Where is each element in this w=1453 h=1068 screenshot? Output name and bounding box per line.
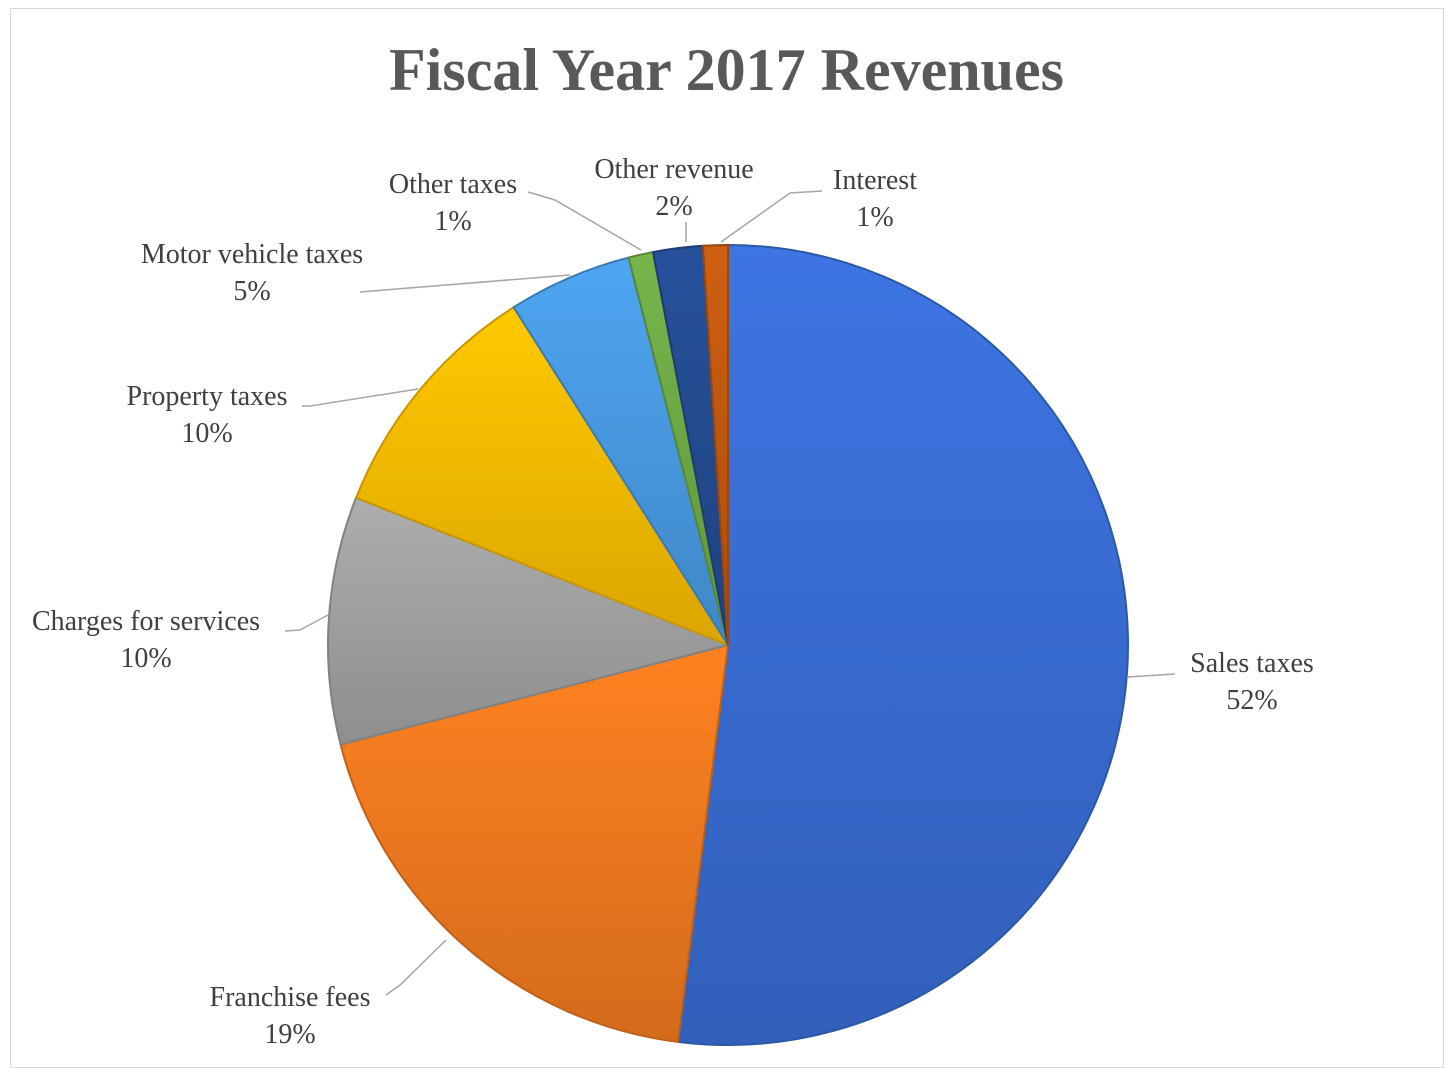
leader-line-motor-vehicle-taxes	[359, 274, 571, 293]
slice-label-franchise-fees: Franchise fees 19%	[210, 982, 371, 1050]
slice-labels: Sales taxes 52% Franchise fees 19% Charges f…	[32, 154, 1314, 1050]
leader-line-sales-taxes	[1127, 673, 1176, 678]
slice-name-other-taxes: Other taxes	[389, 169, 517, 200]
slice-label-interest: Interest 1%	[833, 165, 917, 233]
slice-percent-motor-vehicle-taxes: 5%	[233, 276, 270, 307]
slice-percent-franchise-fees: 19%	[264, 1019, 315, 1050]
slice-label-other-taxes: Other taxes 1%	[389, 169, 517, 237]
slice-percent-interest: 1%	[856, 202, 893, 233]
leader-line-interest	[720, 190, 823, 243]
pie-slice-franchise-fees	[339, 644, 729, 1043]
pie-slice-property-taxes	[355, 306, 729, 646]
slice-name-property-taxes: Property taxes	[127, 381, 288, 412]
slice-percent-charges-for-services: 10%	[120, 643, 171, 674]
chart-title: Fiscal Year 2017 Revenues	[389, 37, 1064, 103]
slice-percent-property-taxes: 10%	[181, 418, 232, 449]
slice-name-other-revenue: Other revenue	[594, 154, 753, 185]
pie-slice-sales-taxes	[676, 244, 1129, 1046]
slice-name-franchise-fees: Franchise fees	[210, 982, 371, 1013]
slice-label-motor-vehicle-taxes: Motor vehicle taxes 5%	[141, 239, 363, 307]
slice-percent-other-revenue: 2%	[655, 191, 692, 222]
slice-label-property-taxes: Property taxes 10%	[127, 381, 288, 449]
leader-line-franchise-fees	[385, 939, 447, 996]
pie-slice-interest	[701, 244, 729, 646]
pie-slice-charges-for-services	[327, 496, 729, 746]
slice-label-other-revenue: Other revenue 2%	[594, 154, 753, 222]
leader-lines	[284, 190, 1176, 996]
slice-label-sales-taxes: Sales taxes 52%	[1190, 648, 1314, 716]
leader-line-other-taxes	[527, 191, 642, 251]
slice-label-charges-for-services: Charges for services 10%	[32, 606, 260, 674]
slice-name-charges-for-services: Charges for services	[32, 606, 260, 637]
slice-name-sales-taxes: Sales taxes	[1190, 648, 1314, 679]
slices-layer	[327, 244, 1129, 1046]
slice-percent-sales-taxes: 52%	[1226, 685, 1277, 716]
leader-line-property-taxes	[302, 388, 419, 407]
leader-line-charges-for-services	[284, 614, 329, 632]
slice-percent-other-taxes: 1%	[434, 206, 471, 237]
slice-name-motor-vehicle-taxes: Motor vehicle taxes	[141, 239, 363, 270]
slice-name-interest: Interest	[833, 165, 917, 196]
